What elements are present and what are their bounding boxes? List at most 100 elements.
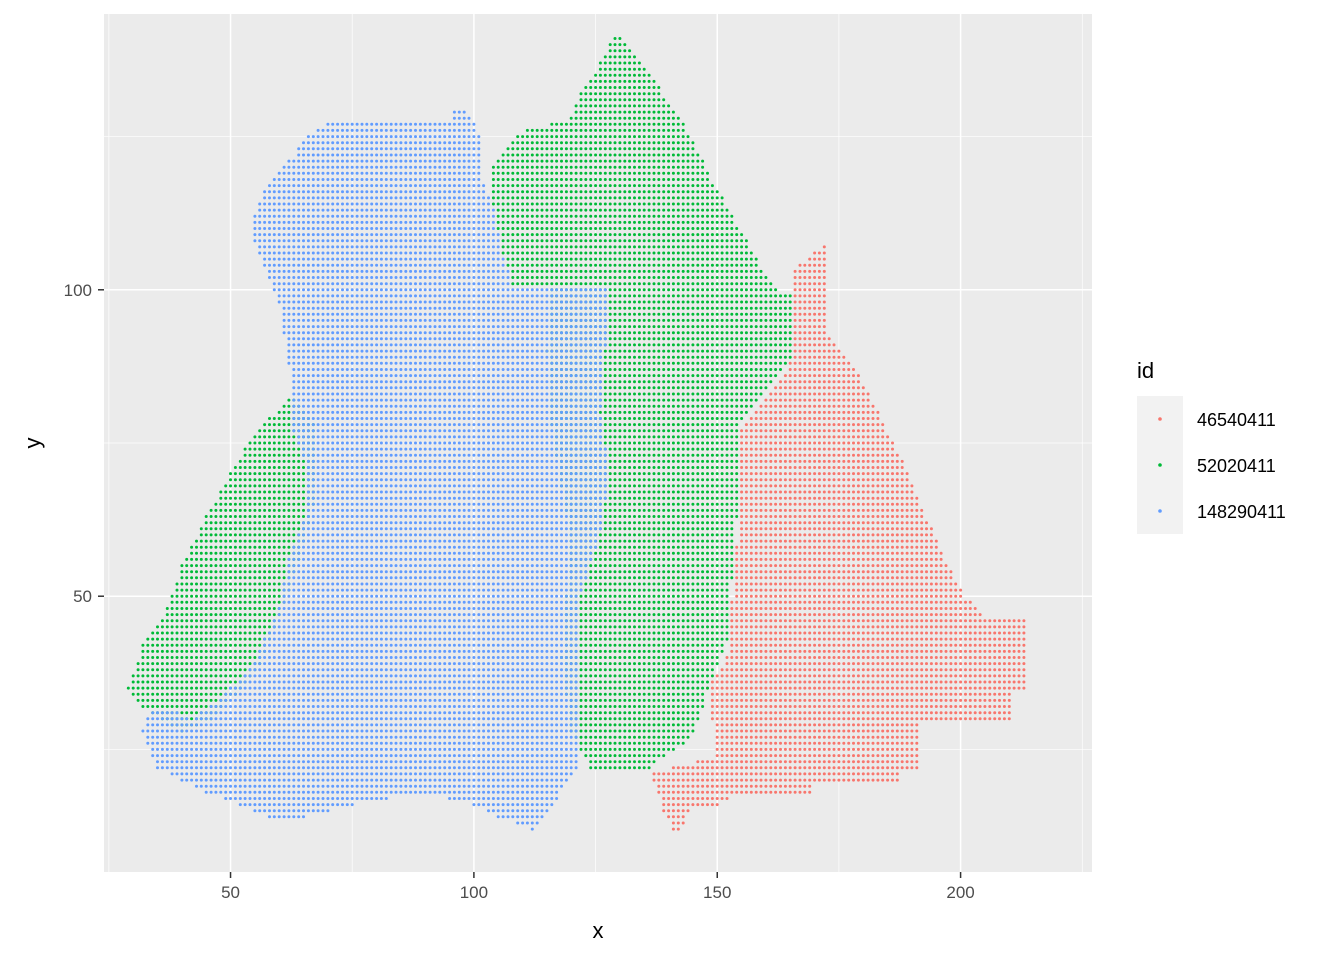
point xyxy=(720,521,724,525)
point xyxy=(725,607,729,610)
point xyxy=(740,613,744,617)
point xyxy=(895,662,899,666)
point xyxy=(735,649,739,653)
point xyxy=(759,594,763,598)
point xyxy=(715,729,719,733)
point xyxy=(1022,662,1026,666)
point xyxy=(779,466,782,469)
point xyxy=(662,447,666,451)
point xyxy=(706,790,709,794)
point xyxy=(691,564,695,568)
point xyxy=(934,625,938,629)
point xyxy=(769,484,773,488)
point xyxy=(929,686,933,690)
point xyxy=(613,551,617,555)
point xyxy=(891,741,894,745)
point xyxy=(642,760,646,764)
point xyxy=(842,453,846,457)
point xyxy=(735,747,739,751)
point xyxy=(735,668,739,672)
point xyxy=(735,717,739,721)
point xyxy=(779,557,782,561)
point xyxy=(589,680,593,684)
point xyxy=(813,508,817,512)
point xyxy=(920,539,924,543)
point xyxy=(808,515,812,518)
point xyxy=(886,557,890,561)
point xyxy=(681,508,685,512)
point xyxy=(701,441,705,445)
point xyxy=(832,674,836,678)
point xyxy=(769,551,773,555)
point xyxy=(793,551,797,555)
point xyxy=(769,429,773,433)
point xyxy=(696,680,700,684)
point xyxy=(647,466,651,469)
point xyxy=(871,723,875,727)
point xyxy=(710,533,714,537)
point xyxy=(735,674,739,678)
point xyxy=(842,625,846,629)
point xyxy=(866,778,870,782)
point xyxy=(900,472,904,476)
point xyxy=(803,306,807,310)
point xyxy=(949,576,953,580)
point xyxy=(764,754,768,758)
point xyxy=(754,680,758,684)
point xyxy=(910,674,914,678)
point xyxy=(798,343,802,347)
point xyxy=(798,282,802,286)
point xyxy=(759,674,763,678)
point xyxy=(676,735,680,739)
point xyxy=(613,429,617,433)
point xyxy=(827,656,831,659)
point xyxy=(642,557,646,561)
point xyxy=(905,490,909,494)
point xyxy=(895,484,899,488)
point xyxy=(832,557,836,561)
point xyxy=(837,355,841,359)
point xyxy=(759,423,763,427)
point xyxy=(628,545,632,549)
point xyxy=(861,656,865,659)
point xyxy=(759,619,763,623)
point xyxy=(662,508,666,512)
point xyxy=(603,729,607,733)
point xyxy=(769,656,773,659)
point xyxy=(817,374,821,378)
point xyxy=(954,582,958,586)
point xyxy=(735,466,739,469)
point xyxy=(662,705,666,708)
point xyxy=(647,478,651,482)
point xyxy=(954,686,958,690)
point xyxy=(701,619,705,623)
point xyxy=(847,447,851,451)
point xyxy=(759,613,763,617)
point xyxy=(667,564,671,568)
point xyxy=(866,637,870,641)
point xyxy=(910,680,914,684)
point xyxy=(827,490,831,494)
point xyxy=(769,723,773,727)
point xyxy=(920,582,924,586)
point xyxy=(803,741,807,745)
point xyxy=(671,429,675,433)
point xyxy=(589,686,593,690)
point xyxy=(891,502,894,506)
point xyxy=(866,508,870,512)
point xyxy=(696,435,700,439)
point xyxy=(847,588,851,592)
point xyxy=(876,588,880,592)
point xyxy=(910,570,914,574)
point xyxy=(618,557,622,561)
point xyxy=(822,741,826,745)
point xyxy=(676,711,680,715)
point xyxy=(920,656,924,659)
point xyxy=(832,349,836,353)
point xyxy=(633,613,636,617)
point xyxy=(579,711,583,715)
point xyxy=(881,607,885,610)
point xyxy=(662,521,666,525)
point xyxy=(871,521,875,525)
